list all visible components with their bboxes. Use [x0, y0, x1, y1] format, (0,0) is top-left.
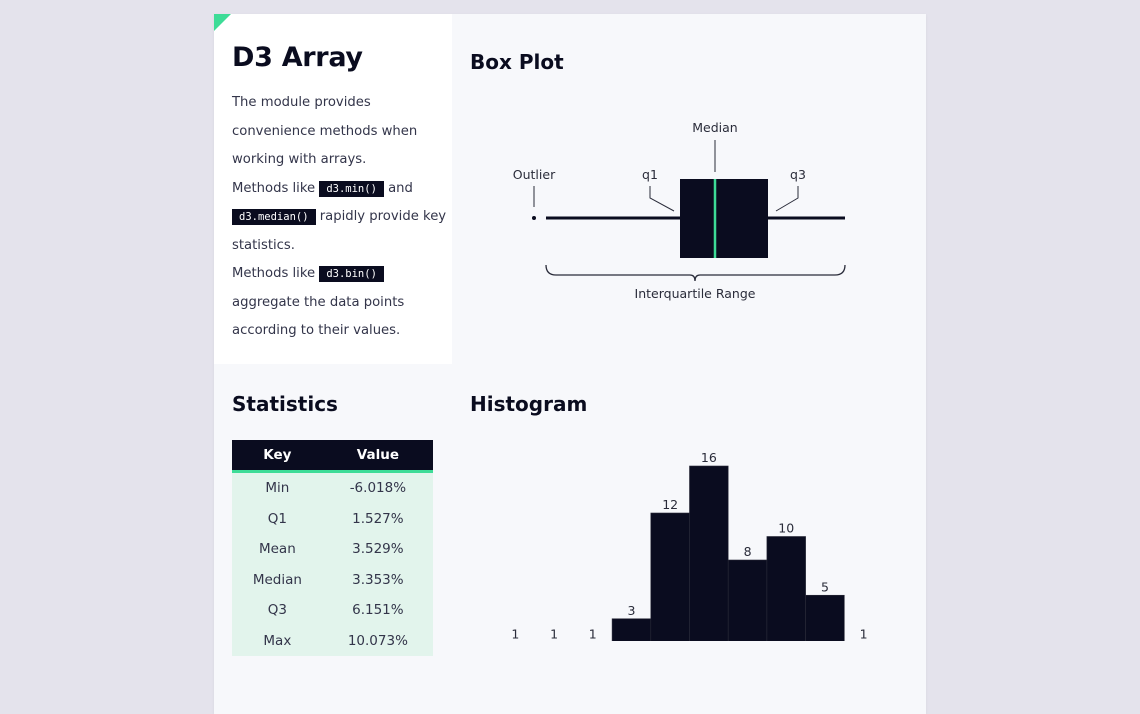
code-min: d3.min(): [319, 180, 384, 197]
table-row: Min -6.018%: [232, 471, 433, 504]
stat-key: Q1: [232, 503, 323, 534]
histogram-bar: [727, 559, 768, 641]
outlier-label: Outlier: [513, 167, 556, 182]
q1-label: q1: [642, 167, 658, 182]
code-bin: d3.bin(): [319, 266, 384, 282]
stat-key: Min: [232, 471, 323, 504]
q3-pointer: [775, 186, 799, 212]
intro-text: and: [383, 180, 413, 196]
iqr-box: [680, 179, 768, 258]
table-row: Q1 1.527%: [232, 503, 433, 534]
histogram-bar-label: 10: [778, 521, 794, 536]
histogram-title: Histogram: [470, 392, 588, 416]
histogram-bar: [805, 594, 845, 641]
iqr-brace: [545, 264, 846, 282]
page-title: D3 Array: [232, 42, 363, 73]
histogram-bar: [766, 536, 806, 641]
histogram-chart: 1 1 1 3 12 16 8 10 5 1: [511, 450, 868, 641]
intro-description: The module provides convenience methods …: [232, 89, 447, 346]
histogram-bar-label: 1: [860, 626, 868, 641]
intro-panel: D3 Array The module provides convenience…: [214, 14, 452, 364]
code-median: d3.median(): [232, 209, 316, 225]
table-row: Mean 3.529%: [232, 534, 433, 565]
q1-pointer: [649, 186, 675, 212]
histogram-bar-label: 5: [821, 579, 829, 594]
histogram-bar: [650, 512, 690, 641]
intro-text: Methods like: [232, 180, 320, 196]
histogram-bar: [611, 618, 652, 641]
intro-line: The module provides convenience methods …: [232, 95, 418, 167]
intro-text: rapidly provide key statistics.: [232, 209, 447, 253]
histogram-bar-label: 12: [662, 497, 678, 512]
stat-value: 3.353%: [322, 564, 433, 595]
iqr-label: Interquartile Range: [635, 286, 756, 301]
stat-key: Median: [232, 564, 323, 595]
outlier-point: [532, 216, 536, 220]
histogram-bar-label: 1: [550, 626, 558, 641]
histogram-bar: [689, 465, 729, 641]
histogram-bar-label: 16: [701, 450, 717, 465]
table-row: Q3 6.151%: [232, 595, 433, 626]
corner-accent: [214, 14, 231, 31]
table-row: Median 3.353%: [232, 564, 433, 595]
q3-label: q3: [790, 167, 806, 182]
header-key: Key: [232, 440, 323, 473]
statistics-table: Key Value Min -6.018% Q1 1.527% Mean 3.529% Me…: [232, 440, 433, 656]
boxplot-title: Box Plot: [470, 50, 564, 74]
stat-value: 3.529%: [322, 534, 433, 565]
stat-value: 1.527%: [322, 503, 433, 534]
stat-value: 6.151%: [322, 595, 433, 626]
boxplot-diagram: Median Outlier q1 q3 Interquartile Range…: [511, 120, 868, 641]
histogram-bar-label: 3: [627, 603, 635, 618]
intro-text: Methods like: [232, 266, 320, 281]
stat-key: Q3: [232, 595, 323, 626]
header-value: Value: [322, 440, 433, 473]
histogram-bar-label: 1: [511, 626, 519, 641]
median-label: Median: [692, 120, 737, 135]
stat-value: -6.018%: [322, 471, 433, 504]
stat-key: Mean: [232, 534, 323, 565]
card: D3 Array The module provides convenience…: [214, 14, 926, 714]
intro-text: aggregate the data points according to t…: [232, 294, 405, 339]
histogram-bar-label: 8: [744, 544, 752, 559]
statistics-title: Statistics: [232, 392, 338, 416]
histogram-bar-label: 1: [589, 626, 597, 641]
